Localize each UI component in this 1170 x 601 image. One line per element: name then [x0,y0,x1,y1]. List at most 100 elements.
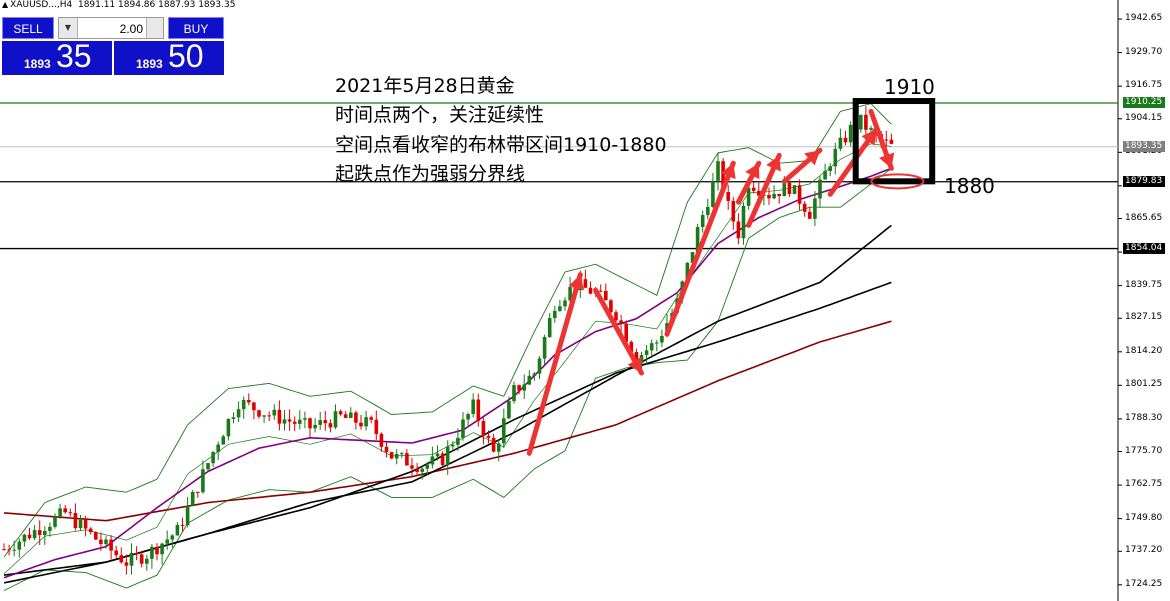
trend-arrow-head [627,356,642,373]
candle-body [48,526,52,531]
candle-body [231,417,236,420]
trend-arrow-shaft [593,287,644,376]
candle-body [563,300,567,307]
candle-body [155,546,159,555]
candle-body [282,419,287,424]
candle-body [298,419,302,424]
candle-body [818,179,822,199]
moving-average-line [3,281,892,576]
candle-body [292,421,297,424]
candle-body [435,453,440,457]
candle-body [389,452,394,459]
sell-button[interactable]: SELL [2,17,54,39]
candle-body [512,385,516,402]
trend-arrow-head [804,150,820,166]
candle-body [471,399,475,415]
candle-body [109,539,113,551]
candle-body [68,512,73,514]
candle-body [843,137,848,143]
annotation-line-1: 2021年5月28日黄金 [335,75,515,97]
candle-body [257,410,261,417]
price-tag: 1854.04 [1123,243,1165,255]
candle-body [410,465,414,469]
candle-body [517,385,521,391]
candle-body [185,505,190,526]
candle-body [445,446,450,465]
y-tick-label: 1814.20 [1125,345,1163,356]
candle-body [451,444,455,447]
y-tick-label: 1865.65 [1125,212,1163,223]
candle-body [588,287,593,294]
candle-body [884,139,889,141]
candle-body [532,373,537,376]
candle-body [547,318,552,337]
candle-body [343,414,348,418]
candle-body [660,336,664,343]
candle-body [787,182,792,195]
trend-arrow-shaft [664,160,736,337]
candle-body [553,310,557,319]
candle-body [823,170,827,180]
price-tag: 1910.25 [1123,97,1165,109]
annotation-line-3: 空间点看收窄的布林带区间1910-1880 [335,134,667,156]
candle-body [721,161,725,193]
candle-body [624,323,628,342]
candle-body [568,286,572,301]
candle-body [58,508,62,517]
trend-arrow-head [720,163,736,180]
candle-body [797,185,802,204]
y-tick-label: 1775.70 [1125,445,1163,456]
lot-spinner[interactable] [146,18,163,38]
candle-body [277,409,282,424]
annotation-line-4: 起跌点作为强弱分界线 [335,163,526,185]
buy-price-small: 1893 [136,57,163,71]
candle-body [180,524,185,526]
candle-body [150,546,154,559]
lot-size-field[interactable]: ▼ [58,17,164,39]
candle-body [757,190,761,196]
candle-body [767,194,771,199]
buy-button[interactable]: BUY [168,17,224,39]
candle-body [139,554,144,564]
candle-body [808,211,812,219]
candle-body [318,420,322,425]
price-tag: 1879.83 [1123,176,1165,188]
candle-body [792,185,797,195]
candle-body [32,530,37,539]
candle-body [741,205,746,239]
collapse-triangle-icon[interactable]: ▲ [2,0,9,9]
candle-body [313,424,317,429]
candle-body [629,341,634,353]
buy-price-button[interactable]: 1893 50 [114,38,224,75]
candle-body [400,453,404,455]
candle-body [134,552,139,555]
candle-body [558,306,562,311]
candle-body [308,418,312,429]
candle-body [655,342,659,344]
candle-body [12,549,16,551]
y-tick-label: 1904.15 [1125,112,1163,123]
lot-size-input[interactable] [71,19,145,39]
support-ellipse [870,173,925,190]
candle-body [303,418,307,420]
zone-box [852,98,936,185]
candle-body [384,446,389,453]
y-tick-label: 1801.25 [1125,379,1163,390]
ohlc-header: ▲ XAUUSD...,H4 1891.11 1894.86 1887.93 18… [2,0,235,10]
price-tag: 1893.35 [1123,141,1165,153]
candle-body [17,541,22,550]
y-tick-label: 1724.25 [1125,578,1163,589]
candle-body [7,549,11,551]
sell-price-button[interactable]: 1893 35 [2,38,112,75]
candle-body [43,530,47,536]
candle-body [119,555,124,563]
candle-body [833,148,838,167]
candle-body [170,535,175,540]
candle-body [22,534,27,542]
candle-body [338,411,343,415]
candle-body [247,399,251,403]
y-tick-label: 1929.70 [1125,46,1163,57]
candle-body [838,137,843,149]
candle-body [527,375,532,385]
